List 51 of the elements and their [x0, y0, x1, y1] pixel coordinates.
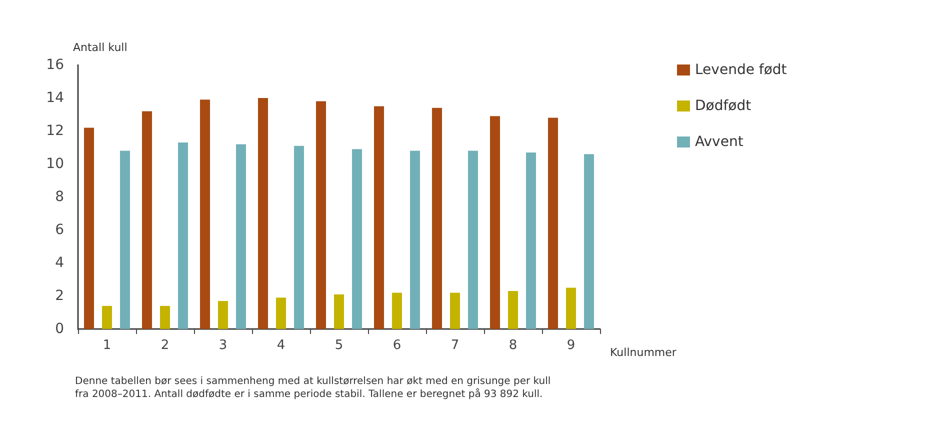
bar	[178, 142, 188, 329]
y-tick-label: 2	[55, 288, 64, 304]
bar	[392, 292, 402, 329]
y-tick-label: 10	[46, 156, 64, 172]
bar	[566, 288, 576, 329]
bar	[468, 150, 478, 329]
bar	[102, 306, 112, 329]
x-tick-label: 7	[450, 338, 460, 353]
bar	[84, 128, 94, 329]
bar	[548, 118, 558, 329]
bar	[584, 154, 594, 329]
bar	[352, 149, 362, 329]
legend-label: Avvent	[695, 134, 744, 150]
y-tick-label: 14	[46, 90, 64, 106]
x-tick-label: 8	[508, 338, 518, 353]
bar	[218, 300, 228, 329]
x-axis-title: Kullnummer	[610, 346, 677, 359]
bar	[258, 98, 268, 329]
y-tick-label: 0	[55, 321, 64, 337]
x-tick-label: 5	[334, 338, 344, 353]
bar	[142, 111, 152, 329]
y-tick-label: 8	[55, 189, 64, 205]
bar	[334, 294, 344, 329]
bar	[450, 292, 460, 329]
bar	[200, 100, 210, 329]
text: Denne tabellen bør sees i sammenheng med at kullstørrelsen har økt med en grisunge per kull fra 2008–2011. Antall dødfødte er i samme periode stabil. Tallene er beregnet på 93 892 kull.	[75, 376, 551, 400]
legend-label: Dødfødt	[695, 98, 752, 114]
y-axis-title: Antall kull	[73, 41, 128, 54]
bar	[374, 106, 384, 329]
y-tick-label: 4	[55, 255, 64, 271]
bar	[160, 306, 170, 329]
x-tick-label: 9	[566, 338, 576, 353]
bar	[120, 150, 130, 329]
bar	[410, 150, 420, 329]
x-tick-label: 3	[218, 338, 228, 353]
y-tick-label: 12	[46, 123, 64, 139]
bar	[276, 298, 286, 329]
y-tick-label: 6	[55, 222, 64, 238]
bar	[236, 144, 246, 329]
legend-label: Levende født	[695, 62, 788, 78]
bar	[316, 101, 326, 329]
bar	[508, 291, 518, 329]
y-tick-label: 16	[46, 57, 64, 73]
bar	[526, 152, 536, 329]
x-tick-label: 2	[160, 338, 170, 353]
bar	[294, 146, 304, 329]
x-tick-label: 1	[102, 338, 112, 353]
x-tick-label: 6	[392, 338, 402, 353]
bar	[490, 116, 500, 329]
x-tick-label: 4	[276, 338, 286, 353]
bar	[432, 108, 442, 329]
